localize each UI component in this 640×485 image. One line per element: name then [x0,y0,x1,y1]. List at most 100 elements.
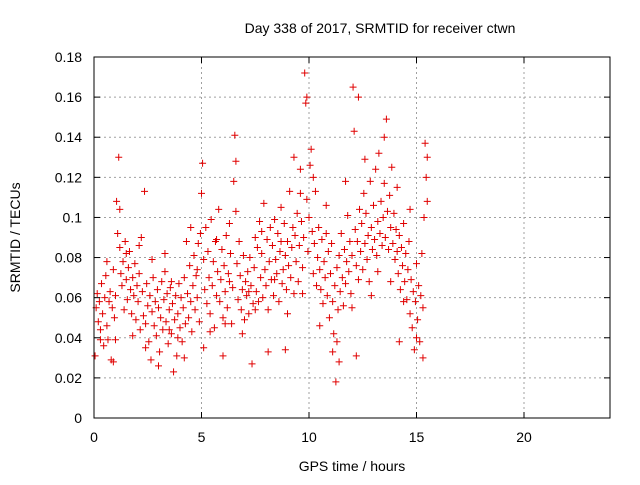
data-point [389,240,397,248]
data-point [139,312,147,320]
data-point [116,244,124,252]
data-point [290,153,298,161]
data-point [153,286,161,294]
data-point [94,318,102,326]
data-point [378,242,386,250]
data-point [233,260,241,268]
data-point [281,346,289,354]
data-point [257,274,265,282]
data-point [417,292,425,300]
data-point [168,300,176,308]
axis-ticks: 0 5 10 15 20 0 0.02 0.04 0.06 0.08 0.1 0.12 0.14 0.16… [55,49,610,445]
data-point [245,310,253,318]
data-point [362,209,370,217]
data-point [161,250,169,258]
data-point [158,278,166,286]
data-point [382,115,390,123]
y-axis-label: SRMTID / TECUs [7,182,23,292]
data-point [370,201,377,209]
data-point [113,197,121,205]
data-point [234,296,242,304]
y-tick-label: 0.14 [55,129,82,145]
data-point [148,308,156,316]
data-point [391,256,399,264]
data-point [345,268,353,276]
data-point [142,320,150,328]
data-point [350,127,358,135]
data-point [214,268,222,276]
data-point [238,330,246,338]
data-point [367,223,375,231]
data-point [224,270,232,278]
data-point [129,274,137,282]
x-axis-label: GPS time / hours [299,458,406,474]
data-point [138,288,146,296]
data-point [129,332,137,340]
data-point [380,133,388,141]
data-point [300,234,308,241]
data-point [275,298,283,306]
data-point [354,93,362,101]
data-point [388,163,396,171]
data-point [225,219,233,227]
data-point [365,278,373,286]
y-tick-label: 0.16 [55,89,82,105]
data-point [122,250,130,258]
data-point [101,294,109,302]
data-point [205,274,213,282]
data-point [288,244,296,252]
data-point [423,197,431,205]
data-point [256,217,264,225]
data-point [278,280,286,288]
data-point [395,338,403,346]
data-point [185,314,193,322]
data-point [180,274,188,282]
data-point [162,318,170,326]
data-point [342,280,350,288]
x-tick-label: 5 [198,429,206,445]
data-point [187,298,195,306]
data-point [172,292,180,300]
data-point [313,282,321,290]
data-point [155,304,162,312]
data-point [291,231,299,239]
y-tick-label: 0.12 [55,169,82,185]
data-point [160,296,168,304]
data-point [251,234,259,241]
y-tick-label: 0.06 [55,290,82,306]
data-point [130,292,138,300]
data-point [334,306,342,314]
data-point [404,266,412,274]
data-point [148,256,156,264]
data-point [103,258,111,266]
data-point [284,310,291,318]
data-point [273,270,281,278]
data-point [286,187,294,195]
data-point [134,298,142,306]
data-point [174,334,182,342]
data-point [324,248,332,256]
data-point [262,282,270,290]
data-point [294,278,302,286]
data-point [316,322,324,330]
data-point [408,324,416,332]
data-point [396,286,404,294]
data-point [165,306,173,314]
data-point [360,189,368,197]
data-point [303,93,311,101]
data-point [293,209,301,217]
data-point [374,268,382,276]
data-point [186,262,194,270]
data-point [348,304,356,312]
data-point [285,262,293,270]
data-point [191,306,199,314]
data-point [395,231,403,239]
data-point [119,258,127,266]
data-point [329,298,337,306]
data-point [397,244,405,252]
data-point [374,217,382,225]
data-point [91,352,99,360]
data-point [401,278,409,286]
